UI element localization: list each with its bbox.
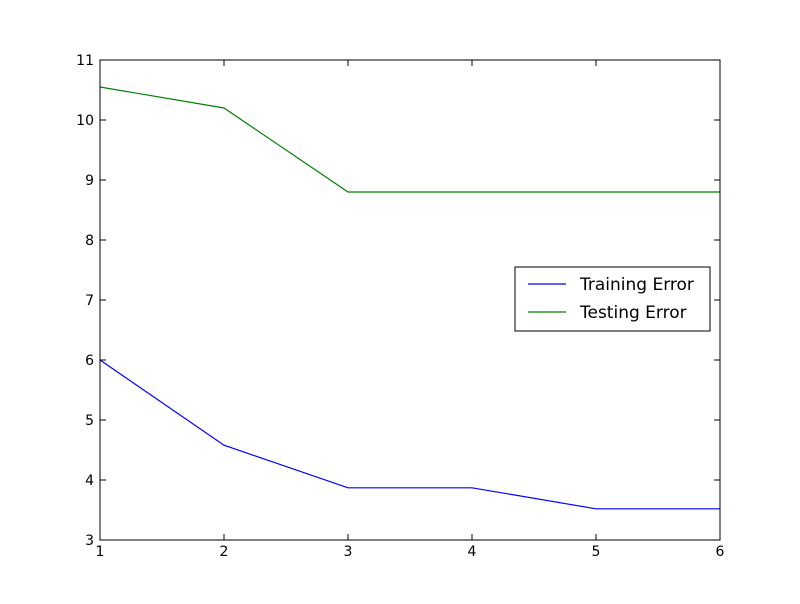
y-tick-label: 6: [85, 353, 94, 369]
legend: Training Error Testing Error: [514, 266, 711, 332]
y-tick-label: 9: [85, 173, 94, 189]
y-tick-label: 8: [85, 233, 94, 249]
axis-ticks: 1 2 3 4 5 6 3 4 5 6 7 8 9 10 11: [76, 53, 724, 560]
y-tick-label: 10: [76, 113, 94, 129]
x-tick-label: 4: [468, 544, 477, 560]
legend-label-training: Training Error: [579, 275, 694, 295]
axes-frame: [99, 59, 721, 541]
legend-box: [514, 266, 711, 332]
series-line-training-error: [99, 359, 720, 510]
y-tick-label: 11: [76, 53, 94, 69]
x-tick-label: 5: [592, 544, 601, 560]
legend-label-testing: Testing Error: [579, 303, 687, 323]
x-tick-label: 1: [96, 544, 105, 560]
series-line-testing-error: [99, 86, 720, 193]
y-tick-label: 3: [85, 533, 94, 549]
y-tick-label: 7: [85, 293, 94, 309]
series-lines: [99, 86, 720, 510]
x-tick-label: 6: [716, 544, 725, 560]
x-tick-label: 2: [220, 544, 229, 560]
x-tick-label: 3: [344, 544, 353, 560]
y-tick-label: 5: [85, 413, 94, 429]
y-tick-label: 4: [85, 473, 94, 489]
